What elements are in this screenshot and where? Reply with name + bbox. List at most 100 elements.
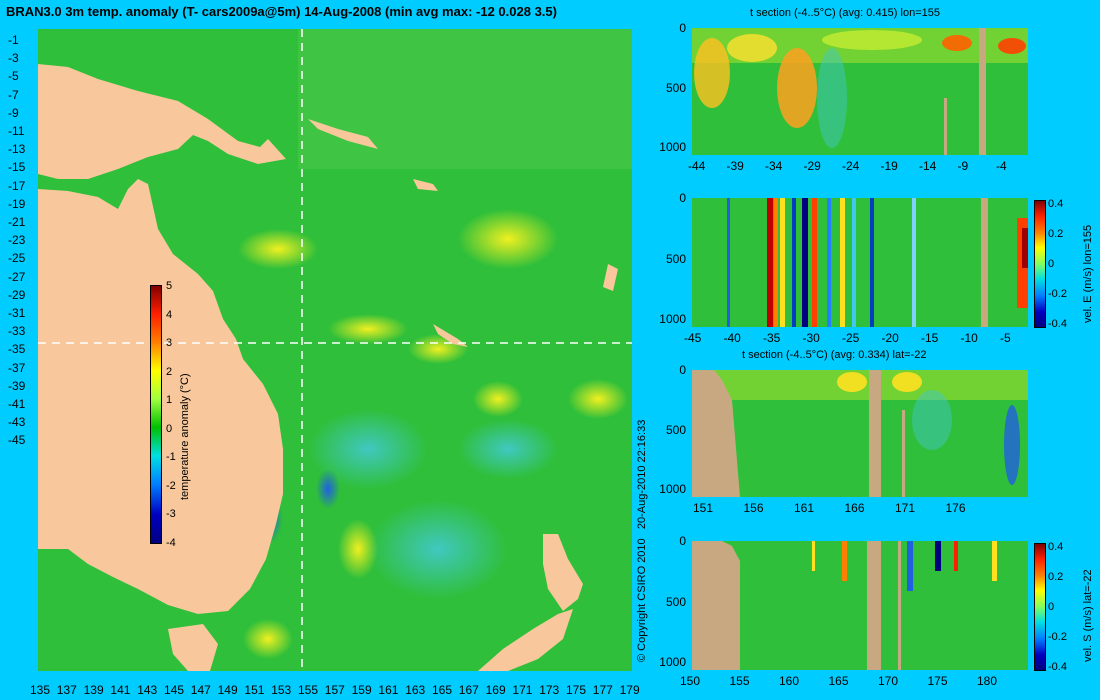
map-colorbar-label: temperature anomaly (°C) xyxy=(179,373,191,500)
panel-2-x-tick: -15 xyxy=(921,331,939,345)
panel-2-colorbar-tick: 0.2 xyxy=(1048,228,1064,240)
lon-tick-label: 171 xyxy=(512,683,533,697)
map-colorbar xyxy=(150,285,162,544)
panel-2-colorbar-label: vel. E (m/s) lon=155 xyxy=(1082,224,1094,323)
lat-tick-label: -31 xyxy=(8,306,26,320)
panel-2-x-tick: -35 xyxy=(763,331,781,345)
panel-1-x-tick: -24 xyxy=(842,159,860,173)
lat-tick-label: -17 xyxy=(8,178,26,193)
panel-3-x-tick: 161 xyxy=(794,501,815,515)
panel-1-x-tick: -44 xyxy=(688,159,706,173)
panel-4-y-tick: 500 xyxy=(665,594,686,609)
copyright-text: © Copyright CSIRO 2010 20-Aug-2010 22:16… xyxy=(636,419,648,662)
panel-4-colorbar-label: vel. S (m/s) lat=-22 xyxy=(1082,569,1094,662)
section-panel-3 xyxy=(692,370,1028,497)
map-colorbar-tick: 1 xyxy=(166,394,173,406)
lat-tick-label: -25 xyxy=(8,251,26,266)
panel-4-colorbar-tick: 0.2 xyxy=(1048,571,1064,583)
lon-tick-label: 135 xyxy=(30,683,51,697)
panel-1-x-tick: -29 xyxy=(803,159,821,173)
lat-tick-label: -45 xyxy=(8,433,26,448)
panel-4-x-tick: 155 xyxy=(729,674,750,688)
panel-1-x-tick: -19 xyxy=(880,159,898,173)
panel-1-y-tick: 0 xyxy=(679,21,686,35)
panel-2-x-tick: -30 xyxy=(802,331,820,345)
lon-tick-label: 153 xyxy=(271,683,292,697)
lat-tick-label: -9 xyxy=(8,105,19,120)
panel-4-x-tick: 170 xyxy=(878,674,899,688)
panel-4-colorbar-tick: -0.2 xyxy=(1048,631,1067,643)
panel-2-colorbar-tick: 0.4 xyxy=(1048,198,1064,210)
new-zealand-north-land xyxy=(543,534,583,611)
new-guinea-land xyxy=(38,64,286,179)
lat-tick-label: -19 xyxy=(8,196,26,211)
lat-tick-label: -5 xyxy=(8,69,19,84)
lon-tick-label: 161 xyxy=(378,683,399,697)
panel-3-title: t section (-4..5°C) (avg: 0.334) lat=-22 xyxy=(742,349,927,361)
panel-3-x-tick: 166 xyxy=(844,501,865,515)
map-colorbar-tick: 3 xyxy=(166,337,173,349)
lon-tick-label: 151 xyxy=(244,683,265,697)
panel-2-y-tick: 0 xyxy=(679,191,686,205)
lon-tick-label: 175 xyxy=(566,683,587,697)
map-colorbar-tick: 5 xyxy=(166,280,173,292)
lat-tick-label: -1 xyxy=(8,33,19,47)
panel-4-colorbar-tick: 0 xyxy=(1048,601,1055,613)
lat-tick-label: -43 xyxy=(8,415,26,430)
lon-tick-label: 157 xyxy=(324,683,345,697)
panel-4-x-tick: 165 xyxy=(828,674,849,688)
panel-3-x-tick: 151 xyxy=(693,501,714,515)
panel-2-x-tick: -10 xyxy=(960,331,978,345)
map-colorbar-tick: -1 xyxy=(166,451,176,463)
panel-1-x-tick: -9 xyxy=(957,159,969,173)
lon-tick-label: 137 xyxy=(56,683,77,697)
new-zealand-south-land xyxy=(478,609,573,671)
map-colorbar-tick: 4 xyxy=(166,308,173,321)
panel-4-y-tick: 0 xyxy=(679,534,686,548)
lon-tick-label: 141 xyxy=(110,683,131,697)
panel-1-y-tick: 1000 xyxy=(659,140,686,154)
panel-4-x-tick: 160 xyxy=(779,674,800,688)
lat-tick-label: -29 xyxy=(8,287,26,302)
temperature-anomaly-map xyxy=(38,29,632,671)
lon-tick-label: 179 xyxy=(619,683,640,697)
lat-tick-label: -13 xyxy=(8,142,26,157)
lon-tick-label: 173 xyxy=(539,683,560,697)
lat-tick-label: -37 xyxy=(8,360,26,375)
lat-tick-label: -39 xyxy=(8,378,26,393)
panel-2-x-tick: -25 xyxy=(842,331,860,345)
map-colorbar-tick: 0 xyxy=(166,422,173,435)
section-panel-1 xyxy=(692,28,1028,155)
panel-4-x-tick: 180 xyxy=(977,674,998,688)
lat-tick-label: -23 xyxy=(8,233,26,248)
lon-tick-label: 149 xyxy=(217,683,238,697)
panel-2-colorbar-tick: -0.2 xyxy=(1048,288,1067,300)
panel-1-title: t section (-4..5°C) (avg: 0.415) lon=155 xyxy=(750,7,940,19)
map-colorbar-tick: -4 xyxy=(166,536,176,549)
lon-tick-label: 155 xyxy=(298,683,319,697)
panel-3-x-tick: 171 xyxy=(895,501,916,515)
lat-tick-label: -21 xyxy=(8,215,26,229)
panel-2-colorbar-tick: 0 xyxy=(1048,258,1055,270)
section-panel-2 xyxy=(692,198,1028,327)
panel-1-x-tick: -4 xyxy=(996,159,1007,173)
lon-tick-label: 147 xyxy=(190,683,211,697)
panel-3-x-tick: 156 xyxy=(743,501,764,515)
lon-tick-label: 145 xyxy=(164,683,185,697)
lon-tick-label: 143 xyxy=(137,683,158,697)
panel-2-y-tick: 500 xyxy=(665,251,686,266)
panel-2-colorbar-tick: -0.4 xyxy=(1048,318,1067,330)
panel-4-colorbar xyxy=(1034,543,1046,671)
panel-4-x-tick: 150 xyxy=(680,674,701,688)
map-colorbar-tick: -2 xyxy=(166,479,176,492)
panel-2-x-tick: -40 xyxy=(723,331,741,345)
lat-tick-label: -7 xyxy=(8,87,19,102)
lon-tick-label: 177 xyxy=(592,683,613,697)
panel-4-y-tick: 1000 xyxy=(659,655,686,669)
tasmania-land xyxy=(168,624,218,671)
panel-2-x-tick: -45 xyxy=(684,331,702,345)
lat-tick-label: -41 xyxy=(8,397,26,411)
map-title: BRAN3.0 3m temp. anomaly (T- cars2009a@5… xyxy=(6,4,557,19)
panel-1-x-tick: -34 xyxy=(765,159,783,173)
lat-tick-label: -3 xyxy=(8,51,19,66)
